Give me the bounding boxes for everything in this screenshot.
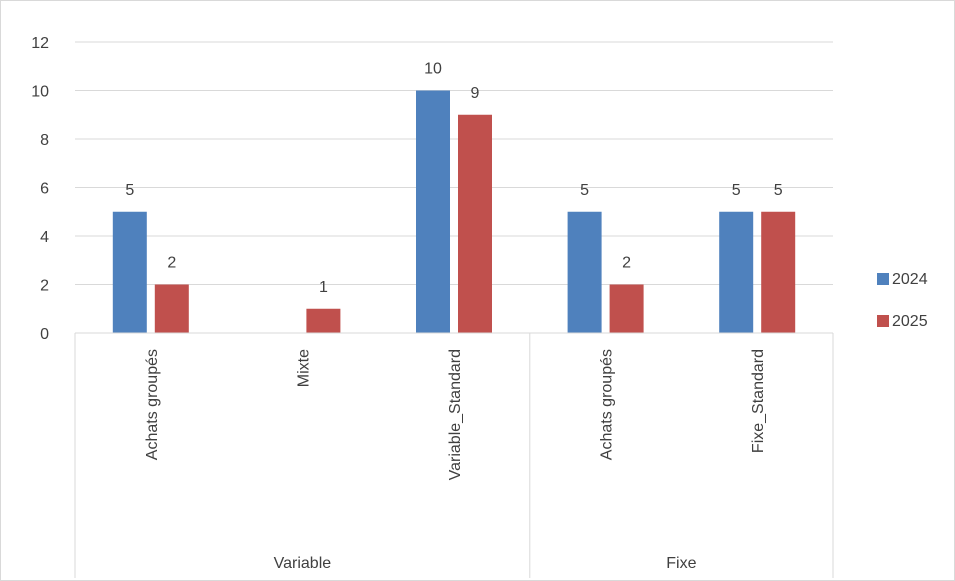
x-category-label: Achats groupés: [144, 349, 161, 460]
bar: [458, 114, 492, 333]
bar: [761, 211, 796, 333]
bar: [416, 90, 450, 333]
x-category-label: Fixe_Standard: [750, 349, 767, 453]
legend-swatch: [877, 315, 889, 327]
bar: [306, 308, 341, 333]
y-tick-label: 6: [40, 181, 49, 198]
bar: [567, 211, 602, 333]
y-tick-label: 12: [31, 35, 49, 52]
y-tick-label: 0: [40, 326, 49, 343]
data-label: 10: [424, 61, 442, 78]
data-label: 2: [167, 255, 176, 272]
x-category-label: Variable_Standard: [447, 349, 464, 480]
y-tick-label: 8: [40, 132, 49, 149]
x-category-label: Mixte: [295, 349, 312, 387]
data-label: 5: [125, 182, 134, 199]
y-tick-label: 10: [31, 84, 49, 101]
data-label: 5: [774, 182, 783, 199]
legend-label: 2025: [892, 313, 928, 330]
bar: [609, 284, 644, 333]
bar: [112, 211, 147, 333]
legend-label: 2024: [892, 271, 928, 288]
legend-swatch: [877, 273, 889, 285]
data-label: 9: [471, 85, 480, 102]
data-label: 5: [580, 182, 589, 199]
data-label: 5: [732, 182, 741, 199]
y-tick-label: 4: [40, 229, 49, 246]
bar: [154, 284, 189, 333]
x-group-label: Variable: [274, 555, 332, 572]
x-group-label: Fixe: [666, 555, 696, 572]
x-category-label: Achats groupés: [599, 349, 616, 460]
y-tick-label: 2: [40, 278, 49, 295]
data-label: 2: [622, 255, 631, 272]
data-label: 1: [319, 279, 328, 296]
bar: [719, 211, 754, 333]
